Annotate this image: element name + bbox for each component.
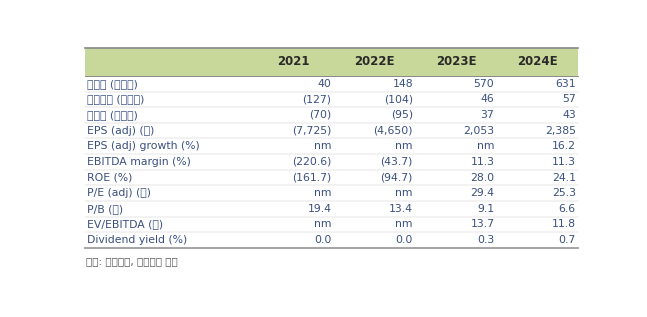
- Text: 2021: 2021: [277, 55, 310, 68]
- Text: 0.7: 0.7: [558, 235, 576, 245]
- Text: 0.0: 0.0: [395, 235, 413, 245]
- Text: 16.2: 16.2: [552, 141, 576, 151]
- Text: 2023E: 2023E: [436, 55, 476, 68]
- Text: 6.6: 6.6: [558, 204, 576, 214]
- Text: P/E (adj) (배): P/E (adj) (배): [87, 188, 151, 198]
- Text: (95): (95): [391, 110, 413, 120]
- Text: 43: 43: [562, 110, 576, 120]
- Text: 11.8: 11.8: [552, 219, 576, 230]
- Text: 순이익 (십억원): 순이익 (십억원): [87, 110, 138, 120]
- Text: 0.3: 0.3: [477, 235, 494, 245]
- Text: 631: 631: [555, 79, 576, 89]
- Text: 11.3: 11.3: [552, 157, 576, 167]
- Text: 57: 57: [562, 94, 576, 104]
- Text: 2,385: 2,385: [545, 126, 576, 136]
- Text: nm: nm: [314, 141, 331, 151]
- Text: 자료: 하나투어, 삼성증권 추정: 자료: 하나투어, 삼성증권 추정: [86, 256, 178, 266]
- Text: EV/EBITDA (배): EV/EBITDA (배): [87, 219, 163, 230]
- Text: EPS (adj) growth (%): EPS (adj) growth (%): [87, 141, 200, 151]
- Text: ROE (%): ROE (%): [87, 172, 132, 183]
- Text: 25.3: 25.3: [552, 188, 576, 198]
- Text: nm: nm: [395, 188, 413, 198]
- Text: (43.7): (43.7): [380, 157, 413, 167]
- Text: 영업이익 (십억원): 영업이익 (십억원): [87, 94, 144, 104]
- Text: (94.7): (94.7): [380, 172, 413, 183]
- Text: (7,725): (7,725): [292, 126, 331, 136]
- Text: 37: 37: [481, 110, 494, 120]
- Text: nm: nm: [395, 219, 413, 230]
- Text: P/B (배): P/B (배): [87, 204, 123, 214]
- Text: nm: nm: [395, 141, 413, 151]
- Text: 2,053: 2,053: [463, 126, 494, 136]
- Text: nm: nm: [477, 141, 494, 151]
- Text: 148: 148: [392, 79, 413, 89]
- Text: 570: 570: [474, 79, 494, 89]
- Text: (70): (70): [309, 110, 331, 120]
- Text: 46: 46: [481, 94, 494, 104]
- Text: (4,650): (4,650): [373, 126, 413, 136]
- Text: 40: 40: [318, 79, 331, 89]
- Text: 28.0: 28.0: [470, 172, 494, 183]
- Text: 2024E: 2024E: [517, 55, 558, 68]
- Text: (104): (104): [384, 94, 413, 104]
- Text: 2022E: 2022E: [355, 55, 395, 68]
- Text: 11.3: 11.3: [470, 157, 494, 167]
- Text: 9.1: 9.1: [477, 204, 494, 214]
- Bar: [85, 48, 578, 76]
- Text: (127): (127): [303, 94, 331, 104]
- Text: (161.7): (161.7): [292, 172, 331, 183]
- Text: 29.4: 29.4: [470, 188, 494, 198]
- Text: 13.7: 13.7: [470, 219, 494, 230]
- Text: 19.4: 19.4: [307, 204, 331, 214]
- Text: 0.0: 0.0: [314, 235, 331, 245]
- Text: nm: nm: [314, 188, 331, 198]
- Text: EBITDA margin (%): EBITDA margin (%): [87, 157, 191, 167]
- Text: (220.6): (220.6): [292, 157, 331, 167]
- Text: nm: nm: [314, 219, 331, 230]
- Text: 13.4: 13.4: [389, 204, 413, 214]
- Text: Dividend yield (%): Dividend yield (%): [87, 235, 187, 245]
- Text: EPS (adj) (원): EPS (adj) (원): [87, 126, 154, 136]
- Text: 24.1: 24.1: [552, 172, 576, 183]
- Text: 매출액 (십억원): 매출액 (십억원): [87, 79, 138, 89]
